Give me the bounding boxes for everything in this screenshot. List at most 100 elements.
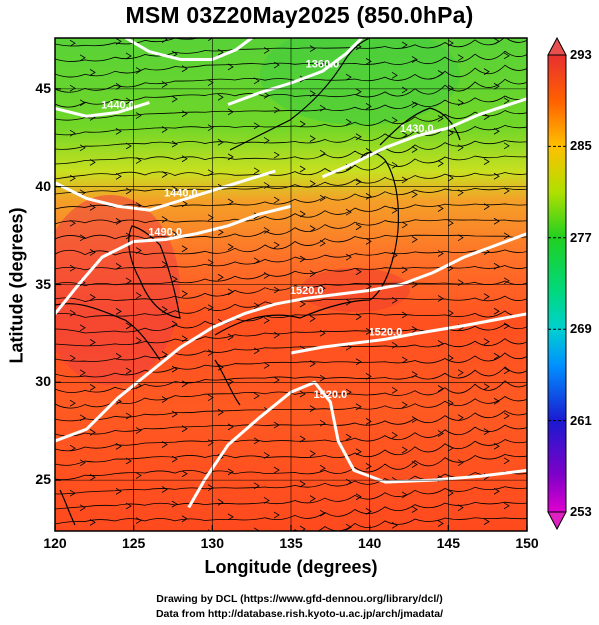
wind-arrow [227, 468, 234, 476]
streamline [55, 234, 527, 256]
wind-arrow [365, 508, 372, 515]
warm-region-central [300, 268, 410, 312]
wind-arrow [437, 295, 444, 302]
streamline [55, 95, 527, 121]
wind-arrow [391, 296, 398, 304]
wind-arrow [207, 214, 214, 222]
wind-arrow [457, 189, 464, 197]
wind-arrow [181, 515, 188, 523]
wind-arrow [161, 216, 168, 223]
wind-arrow [503, 187, 510, 195]
wind-arrow [355, 403, 362, 411]
wind-arrow [299, 300, 306, 308]
wind-arrow [401, 176, 408, 184]
wind-arrow [299, 480, 306, 488]
y-tick-label: 30 [35, 373, 51, 390]
wind-arrow [411, 371, 418, 378]
wind-arrow [253, 347, 260, 355]
wind-arrow [299, 165, 306, 173]
wind-arrow [207, 124, 214, 132]
credit-data: Data from http://database.rish.kyoto-u.a… [155, 608, 444, 620]
wind-arrow [135, 157, 142, 164]
wind-arrow [447, 489, 454, 497]
wind-arrow [207, 439, 214, 447]
wind-arrow [391, 341, 398, 349]
wind-arrow [115, 173, 122, 180]
wind-arrow [319, 149, 326, 157]
height-contour-line [55, 204, 292, 315]
wind-arrow [125, 52, 132, 60]
wind-arrow [493, 38, 500, 45]
wind-arrow [253, 302, 260, 310]
wind-arrow [447, 219, 454, 227]
wind-arrow [161, 441, 168, 448]
streamline [55, 50, 527, 78]
wind-arrow [365, 373, 372, 380]
wind-arrow [401, 311, 408, 319]
wind-arrow [125, 367, 132, 375]
wind-arrow [115, 443, 122, 450]
wind-arrow [79, 369, 86, 377]
wind-arrow [493, 352, 500, 360]
wind-arrow [411, 101, 418, 108]
streamline [55, 124, 527, 150]
wind-arrow [319, 374, 326, 382]
colorbar-tick-label: 261 [570, 412, 592, 428]
wind-arrow [457, 459, 464, 467]
wind-arrow [457, 99, 464, 107]
wind-arrow [217, 363, 224, 371]
streamline [55, 172, 527, 195]
wind-arrow [392, 27, 397, 33]
wind-arrow [273, 151, 280, 159]
colorbar-bottom-triangle [547, 511, 567, 531]
wind-arrow [319, 329, 326, 337]
wind-arrow [503, 277, 510, 285]
wind-arrow [345, 208, 352, 216]
wind-arrow [391, 161, 398, 169]
wind-arrow [309, 405, 316, 412]
wind-arrow [89, 159, 96, 166]
wind-arrow [447, 129, 454, 137]
wind-arrow [391, 431, 398, 439]
wind-arrow [503, 322, 510, 330]
wind-arrow [115, 488, 122, 495]
y-tick-label: 35 [35, 275, 51, 292]
wind-arrow [493, 442, 500, 450]
wind-arrow [355, 88, 362, 96]
wind-arrow [365, 103, 372, 110]
wind-arrow [355, 268, 362, 276]
wind-arrow [217, 228, 224, 236]
wind-arrow [207, 79, 214, 87]
wind-arrow [69, 444, 76, 452]
wind-arrow [309, 135, 316, 142]
wind-arrow [115, 263, 122, 270]
wind-arrow [503, 232, 510, 240]
wind-arrow [401, 446, 408, 454]
wind-arrow [299, 435, 306, 443]
wind-arrow [227, 333, 234, 341]
wind-arrow [217, 138, 224, 146]
wind-arrow [171, 455, 178, 463]
wind-arrow [207, 304, 214, 312]
warm-region-west [55, 195, 180, 385]
wind-arrow [438, 25, 443, 31]
wind-arrow [503, 52, 510, 60]
wind-arrow [227, 288, 234, 296]
wind-arrow [355, 358, 362, 366]
wind-arrow [253, 392, 260, 400]
wind-arrow [493, 82, 500, 90]
wind-arrow [253, 257, 260, 265]
y-tick-label: 25 [35, 471, 51, 488]
wind-arrow [401, 491, 408, 499]
wind-arrow [207, 394, 214, 402]
wind-arrow [171, 320, 178, 328]
colorbar-bar [547, 54, 567, 513]
wind-arrow [115, 308, 122, 315]
wind-arrow [161, 38, 168, 43]
streamline [55, 395, 527, 422]
streamline [55, 187, 527, 210]
wind-arrow [79, 459, 86, 467]
wind-arrow [309, 315, 316, 322]
wind-arrow [263, 92, 270, 99]
